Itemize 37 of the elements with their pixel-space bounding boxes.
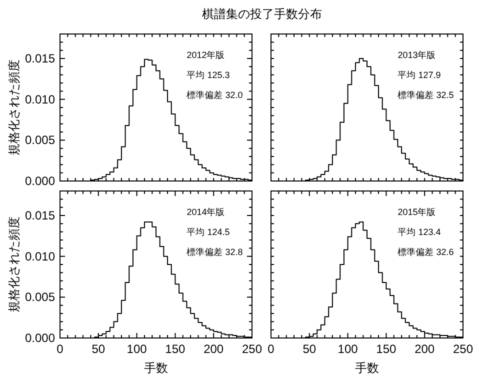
annotation: 平均 123.4	[398, 227, 441, 237]
y-tick-label: 0.005	[24, 290, 56, 304]
y-tick-label: 0.015	[24, 208, 56, 222]
annotation: 標準偏差 32.6	[398, 247, 454, 257]
x-tick-label: 100	[126, 342, 148, 356]
x-tick-label: 0	[268, 342, 275, 356]
x-axis-title: 手数	[144, 361, 168, 375]
annotation: 2012年版	[186, 50, 225, 60]
chart-title: 棋譜集の投了手数分布	[202, 7, 322, 21]
x-tick-label: 150	[165, 342, 186, 356]
y-tick-label: 0.010	[24, 92, 56, 106]
x-axis-title: 手数	[355, 361, 379, 375]
annotation: 平均 127.9	[398, 70, 441, 80]
annotation: 2013年版	[398, 50, 436, 60]
annotation: 標準偏差 32.5	[398, 90, 454, 100]
x-tick-label: 200	[204, 342, 224, 356]
y-tick-label: 0.000	[24, 331, 56, 345]
y-tick-label: 0.015	[24, 52, 56, 66]
x-tick-label: 50	[92, 342, 106, 356]
annotation: 平均 124.5	[186, 227, 230, 237]
x-tick-label: 0	[56, 342, 64, 356]
x-tick-label: 100	[338, 342, 358, 356]
annotation: 平均 125.3	[186, 70, 230, 80]
y-tick-label: 0.000	[24, 174, 56, 188]
annotation: 標準偏差 32.0	[186, 90, 243, 100]
annotation: 2015年版	[398, 207, 436, 217]
annotation: 標準偏差 32.8	[186, 247, 243, 257]
y-axis-title: 規格化された頻度	[7, 216, 21, 312]
x-tick-label: 250	[452, 342, 474, 356]
y-tick-label: 0.010	[24, 249, 56, 264]
y-axis-title: 規格化された頻度	[7, 60, 21, 156]
x-tick-label: 150	[376, 342, 397, 356]
x-tick-label: 200	[414, 342, 435, 356]
x-tick-label: 250	[242, 342, 262, 356]
y-tick-label: 0.005	[24, 133, 56, 148]
annotation: 2014年版	[186, 207, 225, 217]
x-tick-label: 50	[302, 342, 316, 356]
